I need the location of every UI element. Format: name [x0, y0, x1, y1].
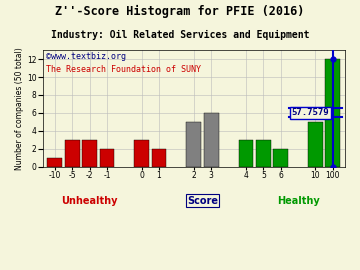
- Bar: [186, 122, 201, 167]
- Bar: [256, 140, 271, 167]
- Text: Score: Score: [187, 195, 218, 205]
- Y-axis label: Number of companies (50 total): Number of companies (50 total): [15, 47, 24, 170]
- Text: 57.7579: 57.7579: [292, 109, 329, 117]
- Text: Industry: Oil Related Services and Equipment: Industry: Oil Related Services and Equip…: [51, 30, 309, 40]
- Bar: [239, 140, 253, 167]
- Bar: [65, 140, 80, 167]
- Bar: [308, 122, 323, 167]
- Bar: [100, 149, 114, 167]
- Text: ©www.textbiz.org: ©www.textbiz.org: [46, 52, 126, 62]
- Text: Healthy: Healthy: [277, 195, 319, 205]
- Text: Unhealthy: Unhealthy: [61, 195, 118, 205]
- Bar: [325, 59, 340, 167]
- Bar: [48, 158, 62, 167]
- Bar: [82, 140, 97, 167]
- Bar: [204, 113, 219, 167]
- Text: Z''-Score Histogram for PFIE (2016): Z''-Score Histogram for PFIE (2016): [55, 5, 305, 18]
- Text: The Research Foundation of SUNY: The Research Foundation of SUNY: [46, 65, 201, 74]
- Bar: [152, 149, 166, 167]
- Bar: [134, 140, 149, 167]
- Bar: [273, 149, 288, 167]
